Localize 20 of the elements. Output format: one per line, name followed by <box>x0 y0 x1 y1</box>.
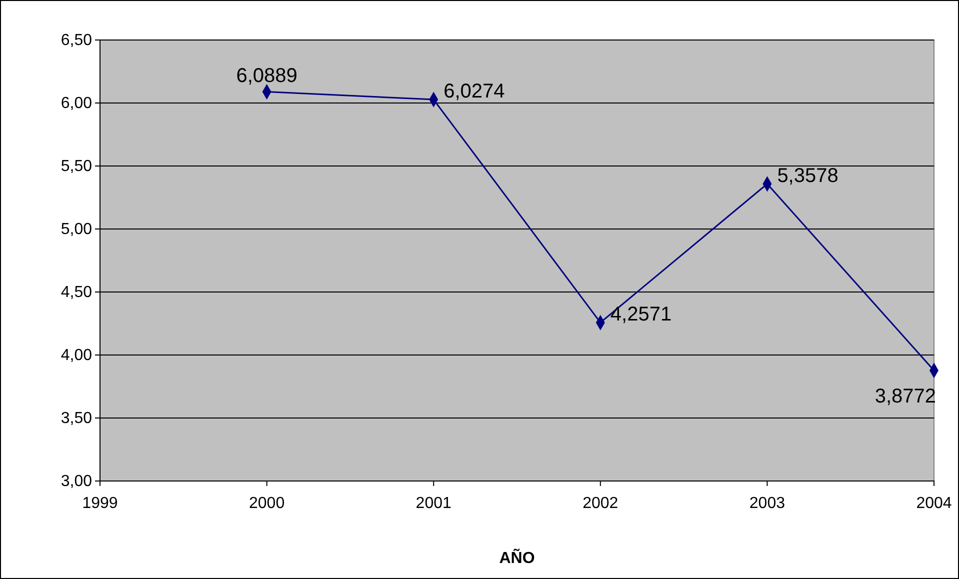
text: 6,0889 <box>236 64 298 87</box>
y-tick-label: 3,50 <box>60 410 92 428</box>
x-tick-label: 1999 <box>82 495 118 512</box>
y-tick-label: 4,00 <box>60 347 92 364</box>
text: 5,3578 <box>777 164 838 187</box>
y-tick-label: 6,50 <box>60 32 92 50</box>
x-tick-label: 2000 <box>249 495 285 512</box>
text: 4,2571 <box>610 304 672 326</box>
x-tick-label: 2002 <box>582 495 618 512</box>
x-axis-title: AÑO <box>499 548 535 567</box>
x-tick-label: 2001 <box>416 495 452 512</box>
y-tick-label: 3,00 <box>60 473 92 490</box>
y-tick-label: 4,50 <box>60 284 92 302</box>
y-tick-label: 5,50 <box>60 158 92 176</box>
text: 6,0274 <box>444 80 505 103</box>
x-tick-label: 2004 <box>916 495 952 512</box>
text: 3,8772 <box>874 385 936 408</box>
x-tick-label: 2003 <box>749 495 786 512</box>
y-tick-label: 6,00 <box>60 95 92 112</box>
y-tick-label: 5,00 <box>60 221 92 238</box>
